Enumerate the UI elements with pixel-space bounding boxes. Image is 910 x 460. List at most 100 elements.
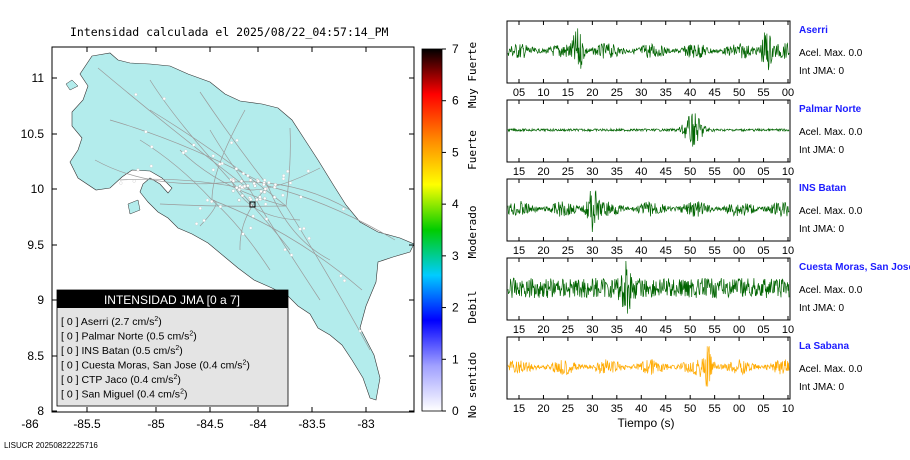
- station-jma: Int JMA: 0: [799, 66, 844, 77]
- waveform-tick-label: 15: [513, 403, 525, 415]
- waveform-tick-label: 45: [709, 87, 721, 99]
- station-name: Palmar Norte: [799, 104, 862, 115]
- waveform-tick-label: 50: [684, 324, 696, 336]
- town-dot: [249, 226, 253, 230]
- waveform-tick-label: 20: [537, 324, 549, 336]
- road-line: [239, 185, 269, 251]
- legend-row-sup: 2: [154, 316, 158, 323]
- town-dot: [231, 179, 236, 183]
- town-dot: [246, 174, 250, 178]
- map-frame: [51, 46, 415, 413]
- road-line: [179, 149, 287, 207]
- time-axis-label: Tiempo (s): [618, 416, 675, 430]
- town-dot: [264, 202, 268, 206]
- station-name: Cuesta Moras, San Jose: [799, 262, 910, 273]
- road-line: [199, 199, 217, 227]
- legend-row-text: Palmar Norte (0.5 cm/s: [81, 331, 189, 343]
- waveform-frame: [506, 99, 791, 163]
- station-accel: Acel. Max. 0.0: [799, 285, 863, 296]
- legend-row: [ 0 ] CTP Jaco (0.4 cm/s2): [61, 374, 181, 386]
- waveform-tick-label: 15: [513, 245, 525, 257]
- town-dot: [242, 184, 247, 188]
- station-jma: Int JMA: 0: [799, 303, 844, 314]
- waveform-trace: [507, 28, 790, 71]
- island-shape: [65, 79, 79, 91]
- legend-box: [56, 289, 289, 407]
- waveform-tick-label: 45: [660, 324, 672, 336]
- waveform-tick-label: 45: [660, 166, 672, 178]
- town-dot: [234, 167, 238, 171]
- map-y-tick-label: 8.5: [27, 349, 44, 363]
- town-dot: [267, 181, 271, 185]
- figure-title: Intensidad calculada el 2025/08/22_04:57…: [70, 25, 389, 39]
- town-dot: [237, 187, 241, 192]
- colorbar-category-label: Moderado: [466, 206, 479, 259]
- road-line: [94, 159, 233, 185]
- waveform-tick-label: 00: [733, 324, 745, 336]
- legend-row-sup: 2: [175, 345, 179, 352]
- colorbar-category-label: Fuerte: [466, 130, 479, 170]
- map-y-tick-label: 8: [37, 404, 44, 418]
- waveform-tick-label: 20: [537, 245, 549, 257]
- town-dot: [258, 195, 262, 199]
- legend-row-text: INS Batan (0.5 cm/s: [81, 345, 175, 357]
- legend-row-text: CTP Jaco (0.4 cm/s: [81, 374, 173, 386]
- waveform-tick-label: 30: [586, 403, 598, 415]
- town-dot: [235, 186, 239, 190]
- town-dot: [251, 214, 255, 218]
- colorbar-category-label: Debil: [466, 290, 479, 323]
- waveform-trace: [507, 346, 790, 387]
- waveform-tick-label: 30: [635, 87, 647, 99]
- colorbar-tick-label: 6: [452, 94, 459, 108]
- costa-rica-landmass: [69, 52, 414, 401]
- waveform-tick-label: 55: [709, 166, 721, 178]
- legend-row: [ 0 ] Aserri (2.7 cm/s2): [61, 316, 162, 328]
- map-axes: -86 -85.5 -85 -84.5 -84 -83.5 -83 11 10.5 10 9.5 9 8…: [21, 47, 414, 431]
- town-dot: [210, 199, 214, 204]
- legend-row: [ 0 ] Cuesta Moras, San Jose (0.4 cm/s2): [61, 360, 250, 372]
- road-line: [149, 79, 233, 183]
- town-dot: [184, 149, 188, 153]
- map-y-tick-label: 10: [31, 182, 45, 196]
- waveform-panel: 15 20 25 30 35 40 45 50 55 00 05 10 Palmar Norte Acel…: [506, 99, 863, 178]
- town-dot: [299, 195, 303, 199]
- waveform-tick-label: 25: [562, 166, 574, 178]
- legend-row-close: ): [193, 331, 197, 343]
- waveform-tick-label: 10: [782, 166, 794, 178]
- waveform-frame: [506, 257, 791, 321]
- waveform-tick-label: 40: [635, 245, 647, 257]
- waveform-tick-label: 35: [660, 87, 672, 99]
- legend-row-sup: 2: [243, 360, 247, 367]
- station-accel: Acel. Max. 0.0: [799, 127, 863, 138]
- map-x-tick-label: -84: [249, 417, 267, 431]
- waveform-tick-label: 10: [537, 87, 549, 99]
- map-y-tick-label: 10.5: [21, 127, 45, 141]
- intensity-legend: INTENSIDAD JMA [0 a 7] [ 0 ] Aserri (2.7…: [56, 289, 289, 407]
- waveform-panels: 05 10 15 20 25 30 35 40 45 50 55 00 Aserri Acel. Max.…: [506, 20, 910, 415]
- town-dot: [162, 97, 166, 101]
- map-y-tick-label: 11: [32, 71, 45, 85]
- town-dot: [205, 198, 210, 202]
- map-x-tick-label: -84.5: [196, 417, 224, 431]
- town-dot: [281, 193, 285, 197]
- town-dot: [218, 162, 222, 166]
- waveform-tick-label: 40: [635, 324, 647, 336]
- colorbar-tick-label: 1: [452, 352, 459, 366]
- waveform-tick-label: 10: [782, 245, 794, 257]
- waveform-tick-label: 05: [757, 166, 769, 178]
- station-accel: Acel. Max. 0.0: [799, 364, 863, 375]
- town-dot: [144, 130, 148, 134]
- waveform-tick-label: 35: [611, 324, 623, 336]
- town-dot: [282, 174, 286, 178]
- town-dot: [211, 154, 215, 158]
- legend-row-level: [ 0 ]: [61, 345, 81, 357]
- road-line: [285, 127, 291, 207]
- town-dot: [302, 226, 306, 231]
- waveform-tick-label: 55: [757, 87, 769, 99]
- waveform-tick-label: 50: [684, 245, 696, 257]
- legend-row-close: ): [179, 345, 183, 357]
- town-dot: [237, 198, 241, 202]
- legend-row: [ 0 ] Palmar Norte (0.5 cm/s2): [61, 331, 197, 343]
- legend-row-level: [ 0 ]: [61, 316, 81, 328]
